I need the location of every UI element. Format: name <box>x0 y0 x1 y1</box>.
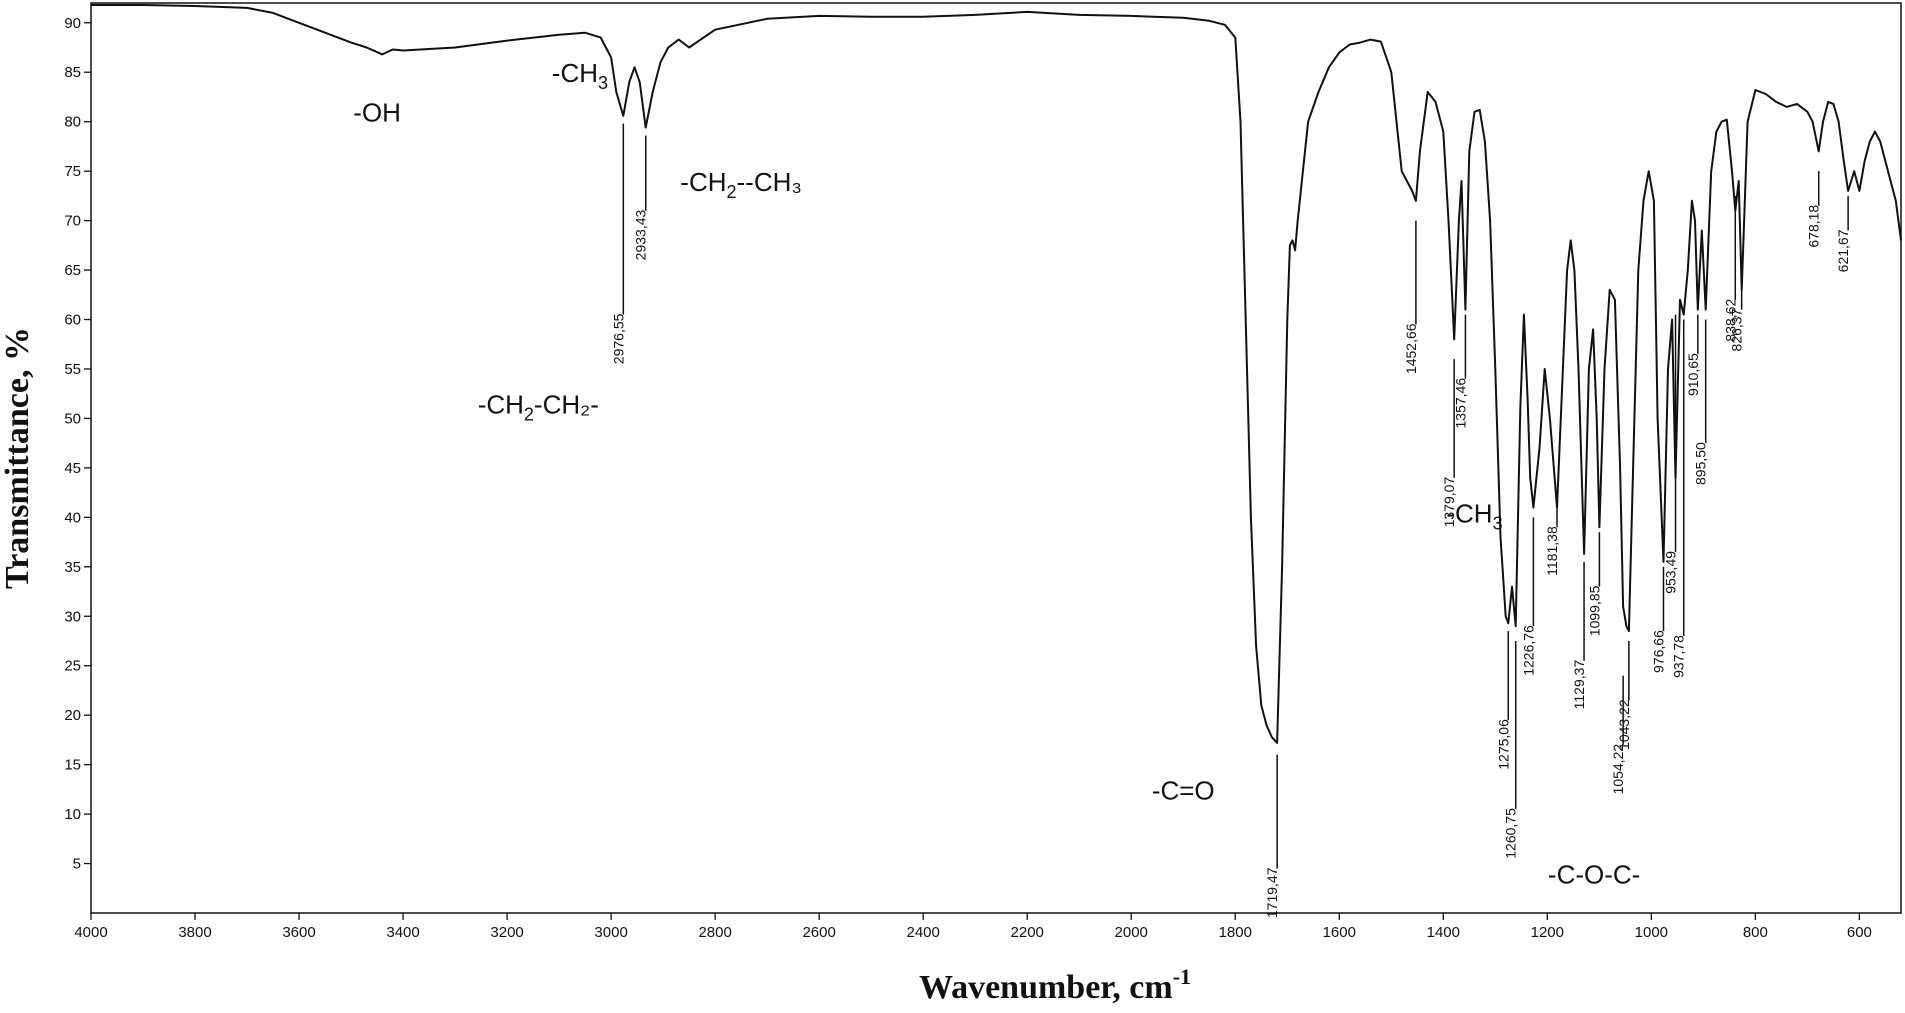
x-tick-label: 1800 <box>1219 924 1252 941</box>
peak-label: 976,66 <box>1650 630 1666 673</box>
x-tick-label: 3600 <box>282 924 315 941</box>
y-tick-label: 10 <box>64 806 81 823</box>
peak-label: 1379,07 <box>1441 477 1457 528</box>
x-tick-label: 4000 <box>74 924 107 941</box>
peak-labels: 2976,55 2933,43 1719,47 1452,66 1379,07 1357,… <box>610 123 1851 918</box>
y-tick-label: 30 <box>64 608 81 625</box>
peak-label: 1452,66 <box>1403 323 1419 374</box>
peak-label: 1275,06 <box>1495 719 1511 770</box>
peak-label: 2933,43 <box>633 210 649 261</box>
x-tick-label: 3800 <box>178 924 211 941</box>
x-tick-label: 2400 <box>906 924 939 941</box>
peak-label: 937,78 <box>1671 635 1687 678</box>
x-tick-label: 3200 <box>490 924 523 941</box>
group-annotation: -C=O <box>1152 775 1215 805</box>
group-annotation: -OH <box>353 98 401 128</box>
group-annotation: -CH2--CH₃ <box>680 167 802 202</box>
x-tick-label: 3400 <box>386 924 419 941</box>
y-tick-label: 75 <box>64 163 81 180</box>
y-tick-label: 35 <box>64 559 81 576</box>
peak-label: 1260,75 <box>1503 808 1519 859</box>
plot-frame <box>90 2 1902 914</box>
x-axis-ticks: 4000 3800 3600 3400 3200 3000 2800 2600 2400 2200… <box>74 913 1872 941</box>
spectrum-line <box>91 4 1902 744</box>
x-tick-label: 1400 <box>1427 924 1460 941</box>
x-axis-title: Wavenumber, cm-1 <box>919 964 1191 1006</box>
peak-label: 826,37 <box>1729 308 1745 351</box>
y-tick-label: 65 <box>64 262 81 279</box>
group-annotation: -C-O-C- <box>1548 859 1640 889</box>
x-tick-label: 600 <box>1847 924 1872 941</box>
peak-label: 838,62 <box>1722 299 1738 342</box>
x-tick-label: 2200 <box>1011 924 1044 941</box>
peak-label: 1357,46 <box>1452 378 1468 429</box>
y-tick-label: 90 <box>64 15 81 32</box>
y-tick-label: 80 <box>64 114 81 131</box>
y-tick-label: 60 <box>64 312 81 329</box>
peak-label: 1054,22 <box>1610 744 1626 795</box>
peak-label: 1226,76 <box>1520 625 1536 676</box>
y-tick-label: 45 <box>64 460 81 477</box>
x-tick-label: 2800 <box>698 924 731 941</box>
peak-label: 2976,55 <box>610 313 626 364</box>
peak-label: 1719,47 <box>1264 867 1280 918</box>
group-annotation: -CH2-CH₂- <box>478 389 599 424</box>
x-tick-label: 1200 <box>1531 924 1564 941</box>
x-tick-label: 800 <box>1743 924 1768 941</box>
x-tick-label: 2600 <box>802 924 835 941</box>
y-tick-label: 25 <box>64 658 81 675</box>
y-tick-label: 70 <box>64 213 81 230</box>
x-tick-label: 2000 <box>1115 924 1148 941</box>
y-tick-label: 85 <box>64 64 81 81</box>
peak-label: 953,49 <box>1663 551 1679 594</box>
y-tick-label: 5 <box>73 856 81 873</box>
group-annotation: -CH3 <box>552 58 608 93</box>
peak-label: 910,65 <box>1685 353 1701 396</box>
peak-label: 678,18 <box>1806 205 1822 248</box>
y-tick-label: 55 <box>64 361 81 378</box>
x-axis-title-main: Wavenumber, cm <box>919 969 1173 1006</box>
peak-label: 1099,85 <box>1586 585 1602 636</box>
peak-label: 1129,37 <box>1571 660 1587 710</box>
peak-label: 621,67 <box>1835 229 1851 272</box>
x-tick-label: 3000 <box>594 924 627 941</box>
y-tick-label: 50 <box>64 410 81 427</box>
group-annotation: -CH3 <box>1446 498 1502 533</box>
y-tick-label: 20 <box>64 707 81 724</box>
peak-label: 1181,38 <box>1544 526 1560 576</box>
y-tick-label: 15 <box>64 757 81 774</box>
functional-group-annotations: -OH -CH3 -CH2--CH₃ -CH2-CH₂- -C=O -CH3 -C-O-C- <box>353 58 1640 889</box>
peak-label: 895,50 <box>1693 442 1709 485</box>
y-tick-label: 40 <box>64 509 81 526</box>
peak-label: 1043,22 <box>1616 699 1632 750</box>
x-tick-label: 1000 <box>1635 924 1668 941</box>
x-tick-label: 1600 <box>1323 924 1356 941</box>
x-axis-title-sup: -1 <box>1173 964 1191 989</box>
y-axis-title: Transmittance, % <box>0 327 36 589</box>
y-axis-ticks: 5 10 15 20 25 30 35 40 45 50 55 60 65 70 75 80 85 90 <box>64 15 91 873</box>
